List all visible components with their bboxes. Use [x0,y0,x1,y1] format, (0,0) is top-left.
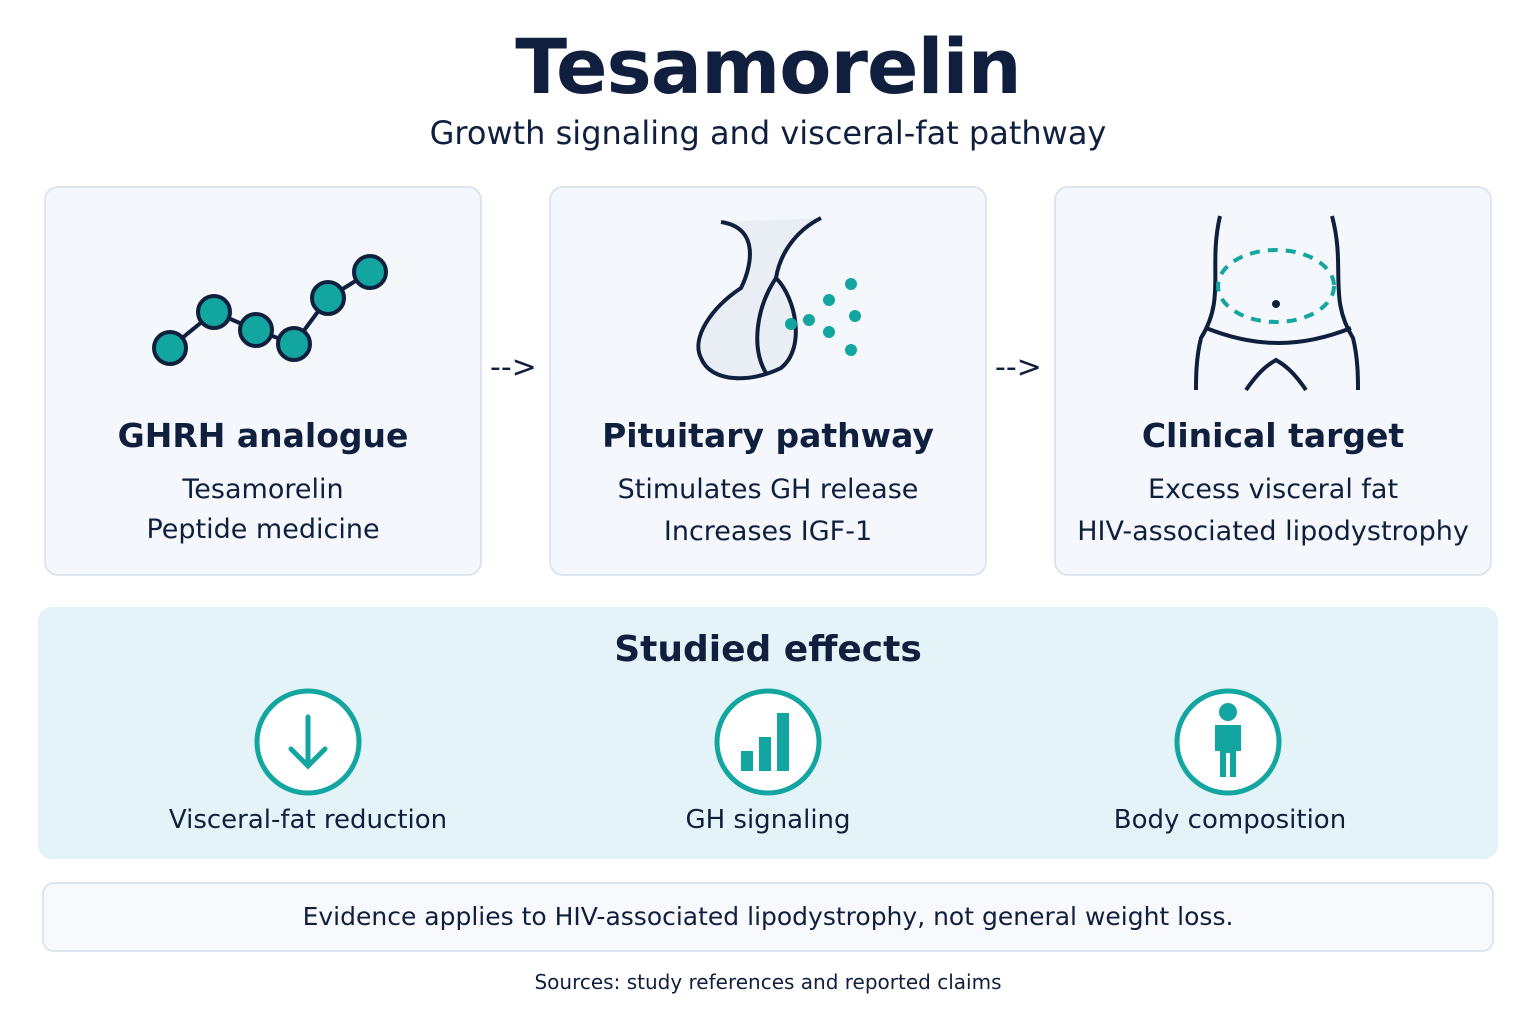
bars-icon [714,688,822,796]
card: Clinical target Excess visceral fat HIV-… [1054,186,1492,576]
effect-label: GH signaling [685,805,851,835]
effect-label: Visceral-fat reduction [168,805,448,835]
pituitary-icon [696,216,861,381]
molecule-icon [152,254,388,366]
card: Pituitary pathway Stimulates GH release … [549,186,987,576]
arrow: --> [995,350,1042,385]
sources: Sources: study references and reported c… [534,970,1002,994]
card-line: Tesamorelin [182,474,344,505]
down-icon [254,688,362,796]
card-line: HIV-associated lipodystrophy [1077,516,1469,547]
abdomen-icon [1194,215,1360,392]
effects-panel: Studied effects Visceral-fat reduction G… [38,607,1498,859]
note: Evidence applies to HIV-associated lipod… [42,882,1494,952]
card-line: Increases IGF-1 [663,516,873,547]
arrow: --> [490,350,537,385]
subtitle: Growth signaling and visceral-fat pathwa… [429,114,1107,152]
card-line: Excess visceral fat [1147,474,1399,505]
card-line: Stimulates GH release [617,474,919,505]
card: GHRH analogue Tesamorelin Peptide medici… [44,186,482,576]
card-line: Peptide medicine [146,514,380,545]
card-title: Pituitary pathway [602,416,934,455]
card-title: GHRH analogue [117,416,409,455]
title: Tesamorelin [515,22,1021,111]
effects-title: Studied effects [614,629,922,670]
card-title: Clinical target [1141,416,1405,455]
person-icon [1174,688,1282,796]
effect-label: Body composition [1113,805,1347,835]
